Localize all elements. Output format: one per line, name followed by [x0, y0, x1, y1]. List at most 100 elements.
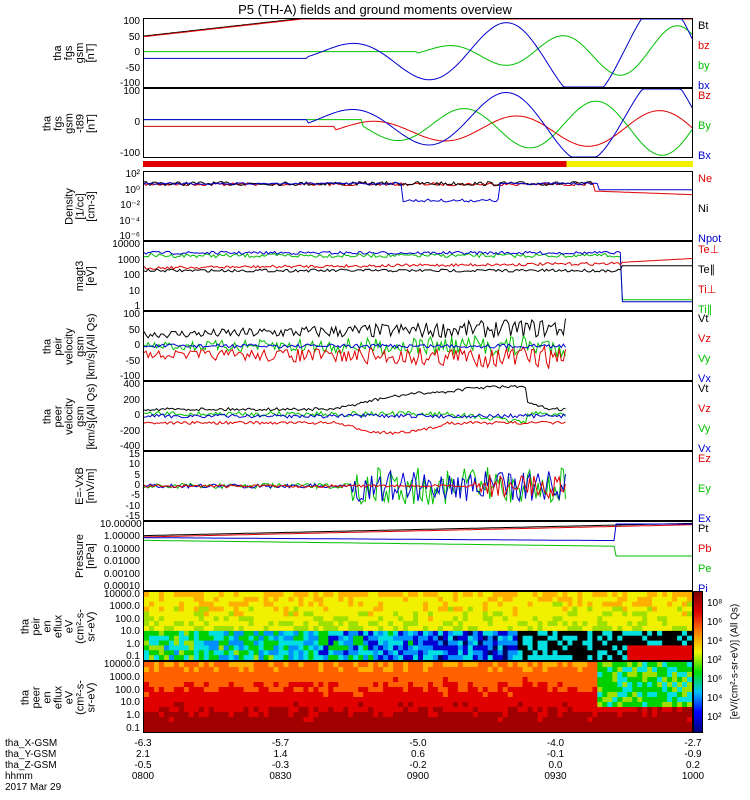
spectrogram-cell: [338, 692, 344, 698]
spectrogram-cell: [154, 662, 160, 668]
spectrogram-cell: [642, 672, 648, 678]
y-axis-label-fgs_gsm: tha fgs gsm [nT]: [52, 18, 97, 88]
spectrogram-cell: [183, 601, 190, 608]
spectrogram-cell: [647, 640, 653, 647]
spectrogram-cell: [163, 616, 170, 622]
spectrogram-cell: [178, 655, 185, 660]
spectrogram-cell: [522, 645, 529, 651]
spectrogram-cell: [522, 697, 529, 703]
spectrogram-cell: [193, 692, 200, 698]
spectrogram-cell: [532, 626, 539, 632]
spectrogram-cell: [243, 611, 250, 617]
spectrogram-cell: [238, 727, 245, 732]
spectrogram-cell: [462, 662, 469, 668]
spectrogram-cell: [612, 630, 618, 637]
spectrogram-cell: [418, 697, 424, 703]
spectrogram-cell: [368, 682, 374, 688]
spectrogram-cell: [522, 621, 529, 627]
spectrogram-cell: [358, 645, 364, 651]
spectrogram-cell: [447, 626, 454, 632]
spectrogram-cell: [293, 616, 300, 622]
panel-plot-fgs_gsm_t89: [144, 89, 692, 157]
y-tick-label: -15: [125, 511, 140, 522]
spectrogram-cell: [338, 630, 344, 637]
spectrogram-cell: [408, 640, 414, 647]
spectrogram-cell: [602, 672, 608, 678]
spectrogram-cell: [288, 672, 295, 678]
spectrogram-cell: [687, 626, 692, 632]
spectrogram-cell: [238, 655, 245, 660]
spectrogram-cell: [188, 727, 195, 732]
spectrogram-cell: [423, 722, 429, 728]
y-tick-label: 10.00000: [100, 519, 142, 530]
spectrogram-cell: [577, 677, 583, 683]
spectrogram-cell: [647, 601, 653, 608]
spectrogram-cell: [432, 717, 439, 723]
spectrogram-cell: [462, 722, 469, 728]
spectrogram-cell: [662, 697, 668, 703]
spectrogram-cell: [487, 630, 494, 637]
spectrogram-cell: [507, 611, 514, 617]
spectrogram-cell: [144, 596, 150, 603]
spectrogram-cell: [238, 702, 245, 708]
spectrogram-cell: [258, 707, 265, 713]
spectrogram-cell: [303, 611, 309, 617]
spectrogram-cell: [213, 702, 220, 708]
spectrogram-cell: [173, 616, 180, 622]
spectrogram-cell: [632, 606, 638, 613]
spectrogram-cell: [408, 667, 414, 673]
spectrogram-cell: [517, 697, 524, 703]
spectrogram-cell: [482, 645, 489, 651]
spectrogram-cell: [373, 692, 379, 698]
spectrogram-cell: [572, 592, 578, 598]
spectrogram-cell: [442, 621, 449, 627]
spectrogram-cell: [597, 616, 603, 622]
spectrogram-cell: [587, 682, 593, 688]
spectrogram-cell: [193, 640, 200, 647]
spectrogram-cell: [373, 606, 379, 613]
spectrogram-cell: [228, 697, 235, 703]
spectrogram-cell: [587, 592, 593, 598]
spectrogram-cell: [149, 682, 155, 688]
spectrogram-cell: [552, 655, 559, 660]
spectrogram-cell: [597, 611, 603, 617]
spectrogram-cell: [457, 630, 464, 637]
spectrogram-cell: [388, 611, 394, 617]
series-line-fgs_gsm_t89-1: [144, 100, 692, 156]
spectrogram-cell: [632, 672, 638, 678]
spectrogram-cell: [587, 717, 593, 723]
spectrogram-cell: [368, 667, 374, 673]
spectrogram-cell: [193, 712, 200, 718]
spectrogram-cell: [333, 667, 339, 673]
spectrogram-cell: [173, 667, 180, 673]
spectrogram-cell: [268, 677, 275, 683]
spectrogram-cell: [637, 650, 643, 656]
spectrogram-cell: [293, 727, 300, 732]
spectrogram-cell: [642, 727, 648, 732]
spectrogram-cell: [542, 645, 549, 651]
spectrogram-cell: [432, 687, 439, 693]
spectrogram-cell: [617, 630, 623, 637]
spectrogram-cell: [547, 626, 554, 632]
spectrogram-cell: [622, 645, 628, 651]
spectrogram-cell: [527, 687, 534, 693]
spectrogram-cell: [193, 677, 200, 683]
spectrogram-cell: [263, 611, 270, 617]
spectrogram-cell: [657, 645, 663, 651]
spectrogram-cell: [323, 677, 329, 683]
spectrogram-cell: [452, 621, 459, 627]
spectrogram-cell: [532, 645, 539, 651]
spectrogram-cell: [647, 626, 653, 632]
spectrogram-cell: [687, 727, 692, 732]
spectrogram-cell: [447, 687, 454, 693]
spectrogram-cell: [343, 621, 349, 627]
spectrogram-cell: [477, 687, 484, 693]
spectrogram-cell: [413, 682, 419, 688]
spectrogram-cell: [582, 606, 588, 613]
spectrogram-cell: [308, 635, 314, 642]
spectrogram-cell: [378, 611, 384, 617]
spectrogram-cell: [333, 640, 339, 647]
spectrogram-cell: [607, 717, 613, 723]
spectrogram-cell: [497, 616, 504, 622]
spectrogram-cell: [348, 650, 354, 656]
